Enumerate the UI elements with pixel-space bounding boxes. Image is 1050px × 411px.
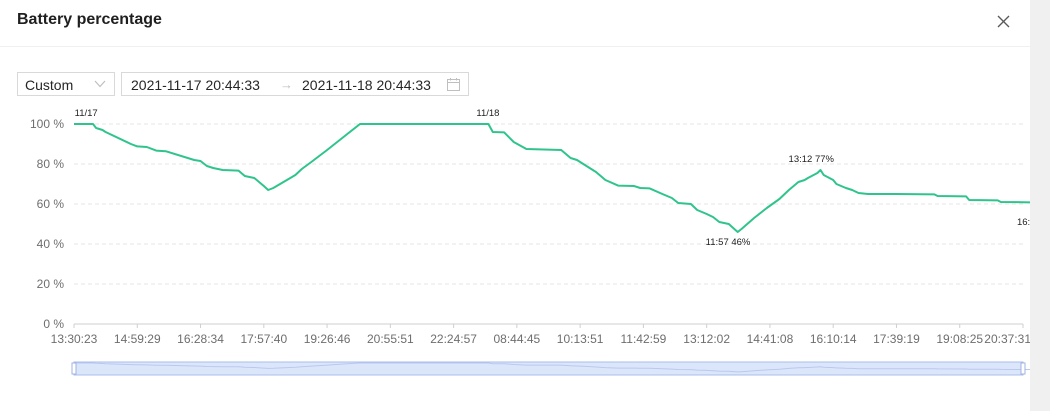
x-tick-label: 14:41:08	[747, 332, 794, 346]
y-tick-label: 100 %	[30, 117, 64, 131]
range-mode-value: Custom	[25, 77, 74, 93]
x-tick-label: 20:37:31	[984, 332, 1030, 346]
y-tick-label: 80 %	[37, 157, 65, 171]
x-tick-label: 17:39:19	[873, 332, 920, 346]
point-annotation: 11:57 46%	[706, 237, 751, 248]
battery-series-line	[74, 123, 1030, 233]
x-tick-label: 13:12:02	[683, 332, 730, 346]
calendar-icon[interactable]	[447, 78, 460, 91]
x-tick-label: 19:26:46	[304, 332, 351, 346]
point-annotation: 16:45 56%	[1017, 217, 1030, 228]
chevron-down-icon	[94, 80, 106, 88]
page-scrollbar[interactable]	[1030, 0, 1050, 411]
battery-line-chart: 0 % 20 % 40 % 60 % 80 % 100 % 13:30:23 14:59:29…	[30, 108, 1030, 376]
x-tick-label: 14:59:29	[114, 332, 161, 346]
data-zoom-preview-line	[74, 362, 1030, 373]
y-tick-label: 60 %	[37, 197, 65, 211]
x-tick-label: 17:57:40	[240, 332, 287, 346]
data-zoom-handle[interactable]	[1020, 362, 1026, 375]
modal-title: Battery percentage	[17, 11, 162, 28]
range-end-input[interactable]: 2021-11-18 20:44:33	[302, 77, 431, 93]
x-tick-label: 16:28:34	[177, 332, 224, 346]
date-range-picker[interactable]: 2021-11-17 20:44:33 → 2021-11-18 20:44:3…	[121, 72, 469, 96]
range-mode-select[interactable]: Custom	[17, 72, 115, 96]
x-tick-label: 11:42:59	[620, 332, 666, 346]
point-annotation: 11/18	[476, 108, 499, 119]
x-tick-label: 20:55:51	[367, 332, 414, 346]
y-tick-label: 20 %	[37, 277, 65, 291]
range-separator-icon: →	[280, 77, 293, 92]
modal-header: Battery percentage	[0, 0, 1030, 47]
y-tick-label: 40 %	[37, 237, 65, 251]
x-tick-label: 16:10:14	[810, 332, 857, 346]
x-tick-label: 19:08:25	[936, 332, 983, 346]
x-tick-label: 08:44:45	[494, 332, 541, 346]
point-annotation: 13:12 77%	[789, 154, 835, 165]
x-tick-label: 13:30:23	[51, 332, 98, 346]
x-tick-label: 10:13:51	[557, 332, 604, 346]
close-icon[interactable]	[994, 11, 1014, 31]
data-zoom-handle[interactable]	[71, 362, 77, 375]
x-tick-label: 22:24:57	[430, 332, 477, 346]
y-tick-label: 0 %	[43, 317, 64, 331]
range-start-input[interactable]: 2021-11-17 20:44:33	[131, 77, 260, 93]
point-annotation: 11/17	[75, 108, 98, 119]
